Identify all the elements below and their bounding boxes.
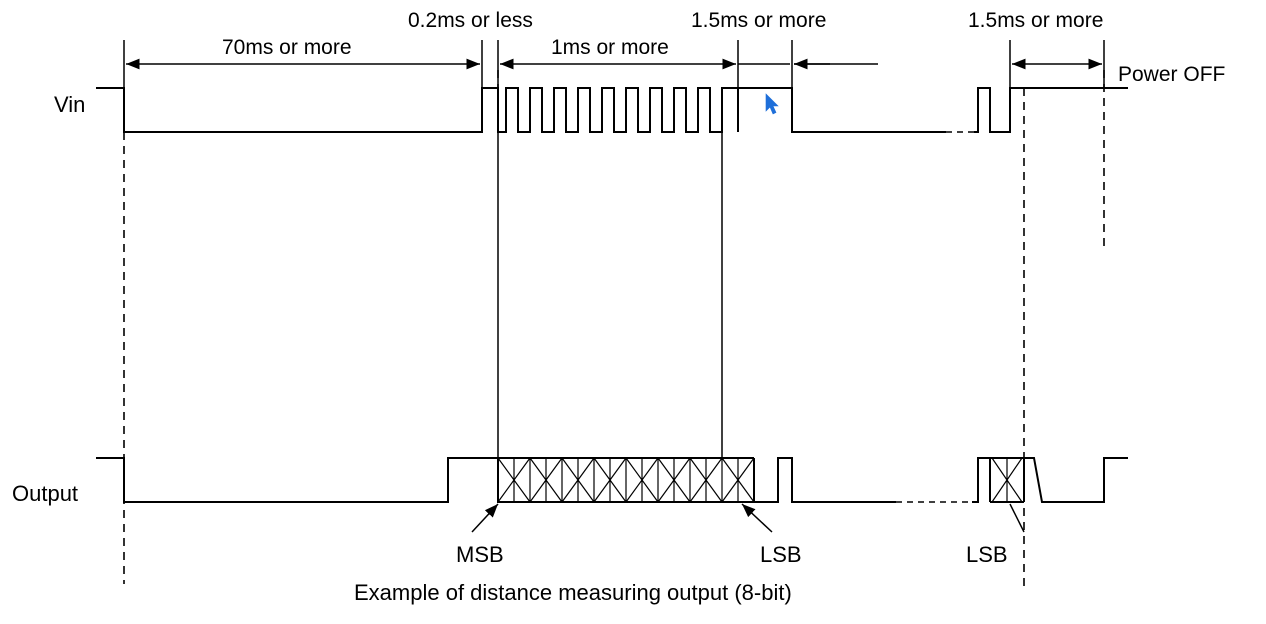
output-bit-cells bbox=[497, 457, 1023, 503]
vin-label: Vin bbox=[54, 92, 85, 117]
vin-waveform-tail bbox=[974, 87, 1128, 133]
output-bit-cell bbox=[593, 457, 627, 503]
lsb-second-pointer bbox=[1009, 503, 1025, 533]
output-tail-bit-cell bbox=[991, 457, 1023, 503]
poweroff-gap-label: 1.5ms or more bbox=[968, 9, 1103, 32]
msb-pointer-arrow bbox=[471, 503, 499, 533]
end-gap-label: 1.5ms or more bbox=[691, 9, 826, 32]
startup-time-label: 70ms or more bbox=[222, 36, 352, 59]
lsb-pointer-arrow bbox=[741, 503, 773, 533]
mouse-pointer-icon bbox=[765, 93, 779, 115]
reference-dashed-lines bbox=[123, 70, 1105, 590]
output-bit-cell bbox=[721, 457, 755, 503]
output-bit-cell bbox=[561, 457, 595, 503]
output-waveform bbox=[96, 457, 896, 503]
lsb-label-second: LSB bbox=[966, 542, 1008, 567]
clock-period-label: 1ms or more bbox=[551, 36, 669, 59]
output-bit-cell bbox=[625, 457, 659, 503]
start-pulse-label: 0.2ms or less bbox=[408, 9, 533, 32]
msb-label: MSB bbox=[456, 542, 504, 567]
output-bit-cell bbox=[657, 457, 691, 503]
output-bit-cell bbox=[529, 457, 563, 503]
output-waveform-tail bbox=[972, 457, 1128, 503]
power-off-label: Power OFF bbox=[1118, 63, 1225, 86]
output-bit-cell bbox=[689, 457, 723, 503]
lsb-label: LSB bbox=[760, 542, 802, 567]
output-bit-cell bbox=[497, 457, 531, 503]
output-label: Output bbox=[12, 481, 78, 506]
vin-waveform bbox=[96, 87, 946, 133]
guide-lines bbox=[497, 132, 723, 458]
diagram-caption: Example of distance measuring output (8-… bbox=[354, 580, 792, 605]
dimension-extension-lines bbox=[123, 40, 1105, 88]
